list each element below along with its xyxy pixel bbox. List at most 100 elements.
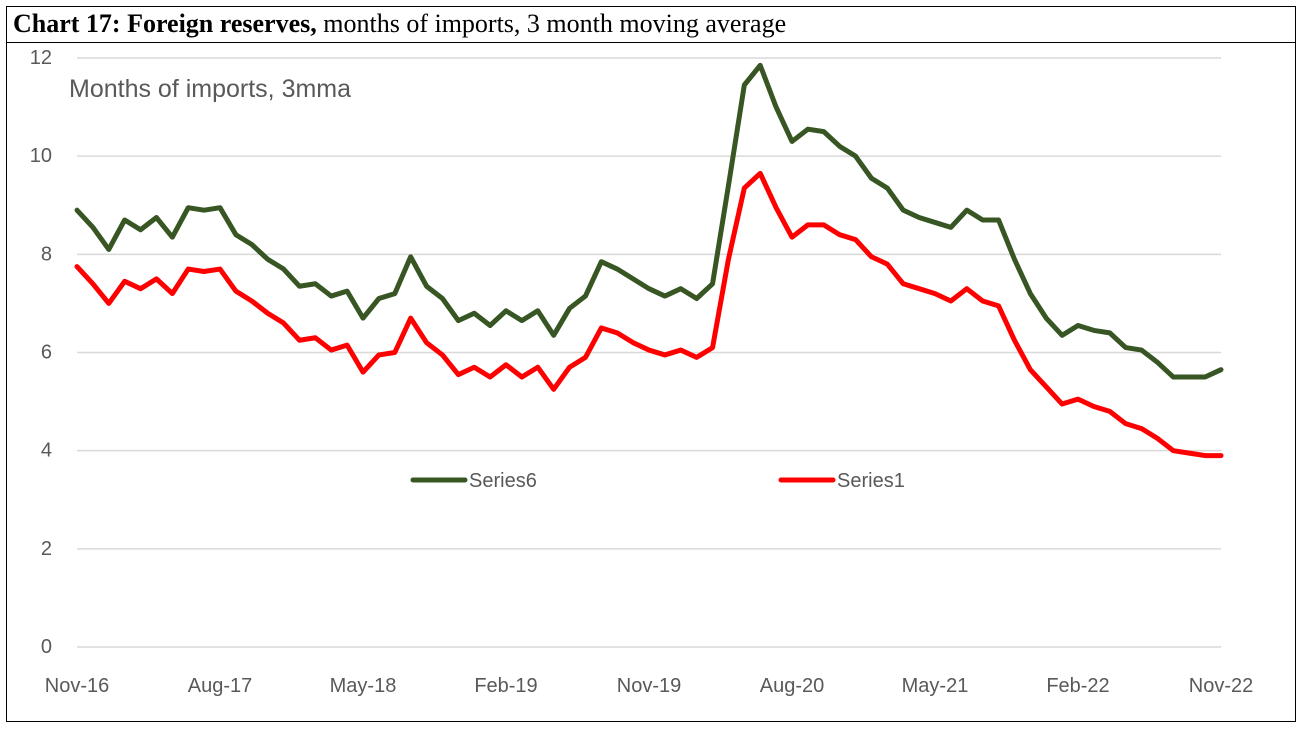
data-point-series6 bbox=[790, 139, 795, 144]
y-tick-label: 4 bbox=[41, 440, 52, 462]
data-point-series6 bbox=[694, 296, 699, 301]
data-point-series1 bbox=[1076, 397, 1081, 402]
data-point-series6 bbox=[361, 316, 366, 321]
data-point-series1 bbox=[249, 298, 254, 303]
series-line-series6 bbox=[74, 62, 1224, 380]
data-point-series6 bbox=[218, 205, 223, 210]
data-point-series6 bbox=[1219, 367, 1224, 372]
data-point-series6 bbox=[170, 235, 175, 240]
data-point-series6 bbox=[376, 296, 381, 301]
data-point-series1 bbox=[583, 355, 588, 360]
y-tick-label: 2 bbox=[41, 538, 52, 560]
data-point-series1 bbox=[1171, 448, 1176, 453]
data-point-series6 bbox=[551, 333, 556, 338]
data-point-series1 bbox=[329, 348, 334, 353]
x-tick-label: May-18 bbox=[330, 675, 397, 697]
data-point-series6 bbox=[329, 294, 334, 299]
data-point-series1 bbox=[869, 254, 874, 259]
data-point-series1 bbox=[138, 286, 143, 291]
data-point-series6 bbox=[742, 82, 747, 87]
data-point-series1 bbox=[488, 375, 493, 380]
data-point-series1 bbox=[376, 352, 381, 357]
x-tick-label: Feb-19 bbox=[474, 675, 537, 697]
data-point-series6 bbox=[980, 217, 985, 222]
x-tick-label: May-21 bbox=[902, 675, 969, 697]
y-tick-label: 0 bbox=[41, 636, 52, 658]
data-point-series6 bbox=[615, 267, 620, 272]
data-point-series1 bbox=[1139, 426, 1144, 431]
data-point-series6 bbox=[472, 311, 477, 316]
data-point-series6 bbox=[440, 296, 445, 301]
data-point-series6 bbox=[1171, 375, 1176, 380]
data-point-series1 bbox=[535, 365, 540, 370]
x-tick-label: Nov-22 bbox=[1189, 675, 1253, 697]
data-point-series6 bbox=[138, 227, 143, 232]
data-point-series6 bbox=[392, 291, 397, 296]
data-point-series1 bbox=[281, 321, 286, 326]
data-point-series6 bbox=[805, 127, 810, 132]
data-point-series6 bbox=[456, 318, 461, 323]
data-point-series1 bbox=[233, 289, 238, 294]
data-point-series1 bbox=[122, 279, 127, 284]
data-point-series6 bbox=[504, 308, 509, 313]
data-point-series1 bbox=[106, 301, 111, 306]
data-point-series1 bbox=[424, 340, 429, 345]
chart-annotation: Months of imports, 3mma bbox=[69, 75, 351, 103]
data-point-series6 bbox=[519, 318, 524, 323]
data-point-series1 bbox=[694, 355, 699, 360]
data-point-series6 bbox=[186, 205, 191, 210]
line-chart: 0 2 4 6 8 10 12 Nov-16 Aug-17 May-18 Feb-19 Nov-19 A… bbox=[30, 47, 1253, 697]
data-point-series1 bbox=[361, 370, 366, 375]
data-point-series1 bbox=[885, 262, 890, 267]
data-point-series6 bbox=[583, 294, 588, 299]
data-point-series1 bbox=[710, 345, 715, 350]
y-tick-label: 12 bbox=[30, 47, 52, 69]
data-point-series1 bbox=[980, 298, 985, 303]
data-point-series6 bbox=[647, 286, 652, 291]
data-point-series6 bbox=[233, 232, 238, 237]
data-point-series1 bbox=[170, 291, 175, 296]
data-point-series1 bbox=[1107, 409, 1112, 414]
data-point-series1 bbox=[408, 316, 413, 321]
data-point-series1 bbox=[742, 186, 747, 191]
chart-frame: Chart 17: Foreign reserves, months of im… bbox=[6, 6, 1296, 722]
data-point-series6 bbox=[869, 176, 874, 181]
chart-title: Chart 17: Foreign reserves, months of im… bbox=[7, 7, 1295, 43]
data-point-series6 bbox=[90, 225, 95, 230]
data-point-series1 bbox=[1060, 402, 1065, 407]
data-point-series6 bbox=[885, 186, 890, 191]
data-point-series1 bbox=[853, 237, 858, 242]
data-point-series6 bbox=[1139, 348, 1144, 353]
x-tick-label: Feb-22 bbox=[1046, 675, 1109, 697]
legend-label-series1: Series1 bbox=[837, 470, 905, 492]
chart-title-bold: Chart 17: Foreign reserves, bbox=[13, 9, 317, 38]
data-point-series1 bbox=[631, 340, 636, 345]
data-point-series1 bbox=[1123, 421, 1128, 426]
data-point-series1 bbox=[440, 352, 445, 357]
data-point-series6 bbox=[1123, 345, 1128, 350]
data-point-series6 bbox=[265, 257, 270, 262]
data-point-series1 bbox=[202, 269, 207, 274]
legend-label-series6: Series6 bbox=[469, 470, 537, 492]
data-point-series1 bbox=[345, 343, 350, 348]
data-point-series1 bbox=[599, 325, 604, 330]
data-point-series6 bbox=[821, 129, 826, 134]
data-point-series6 bbox=[1044, 316, 1049, 321]
data-point-series1 bbox=[1187, 451, 1192, 456]
data-point-series1 bbox=[933, 291, 938, 296]
data-point-series6 bbox=[726, 183, 731, 188]
data-point-series1 bbox=[678, 348, 683, 353]
data-point-series1 bbox=[218, 267, 223, 272]
data-point-series6 bbox=[488, 323, 493, 328]
x-tick-label: Nov-19 bbox=[617, 675, 681, 697]
y-tick-label: 8 bbox=[41, 243, 52, 265]
data-point-series6 bbox=[249, 242, 254, 247]
data-point-series1 bbox=[615, 330, 620, 335]
y-tick-label: 10 bbox=[30, 145, 52, 167]
data-point-series1 bbox=[551, 387, 556, 392]
data-point-series1 bbox=[805, 222, 810, 227]
data-point-series1 bbox=[1155, 436, 1160, 441]
data-point-series1 bbox=[186, 267, 191, 272]
data-point-series6 bbox=[631, 276, 636, 281]
data-point-series1 bbox=[90, 281, 95, 286]
